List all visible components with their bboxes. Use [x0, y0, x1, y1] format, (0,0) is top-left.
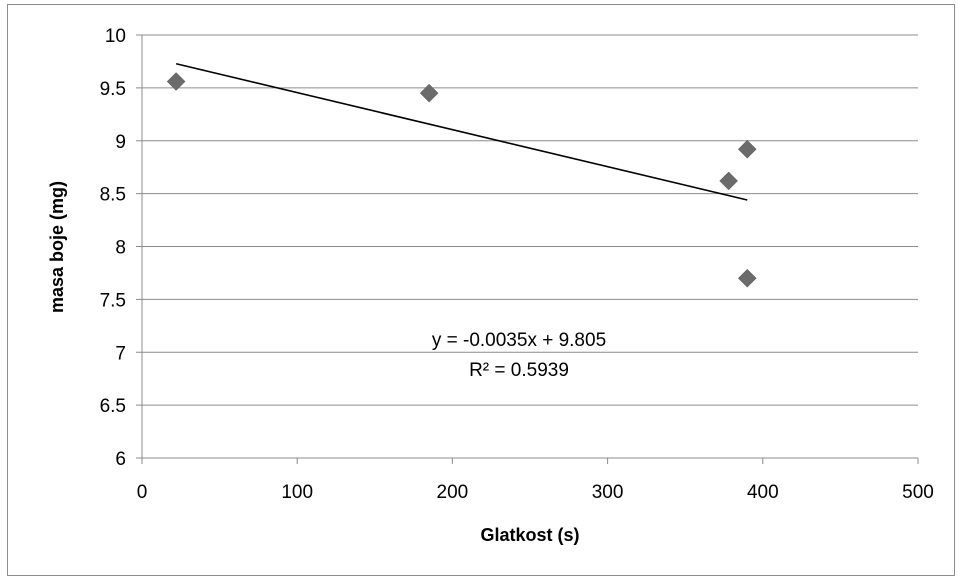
x-tick-label: 500 [902, 482, 934, 503]
data-point-1 [166, 72, 186, 91]
data-point-4 [737, 139, 757, 159]
y-tick-label: 9 [115, 132, 126, 153]
y-tick-labels: 6 6.5 7 7.5 8 8.5 9 9.5 10 [100, 26, 142, 470]
y-tick-label: 10 [105, 26, 126, 47]
x-tick-label: 0 [137, 482, 148, 503]
data-point-2 [419, 83, 439, 103]
data-point-5 [737, 268, 757, 288]
y-tick-label: 7 [115, 343, 126, 364]
x-tick-label: 200 [437, 482, 469, 503]
x-tick-labels: 0 100 200 300 400 500 [137, 458, 934, 503]
y-tick-label: 6.5 [100, 396, 126, 417]
y-axis-title: masa boje (mg) [47, 181, 67, 313]
trendline-r2: R² = 0.5939 [469, 360, 569, 381]
gridlines [142, 34, 918, 406]
x-tick-label: 100 [281, 482, 313, 503]
trendline-equation: y = -0.0035x + 9.805 [432, 330, 606, 351]
y-tick-label: 8 [115, 238, 126, 259]
data-points [166, 72, 757, 288]
x-axis-title: Glatkost (s) [480, 525, 579, 545]
y-tick-label: 8.5 [100, 185, 126, 206]
trendline [175, 62, 748, 201]
y-tick-label: 7.5 [100, 290, 126, 311]
y-tick-label: 6 [115, 449, 126, 470]
y-tick-label: 9.5 [100, 79, 126, 100]
x-tick-label: 400 [747, 482, 779, 503]
data-point-3 [719, 171, 739, 191]
chart-frame [7, 4, 955, 576]
x-tick-label: 300 [592, 482, 624, 503]
